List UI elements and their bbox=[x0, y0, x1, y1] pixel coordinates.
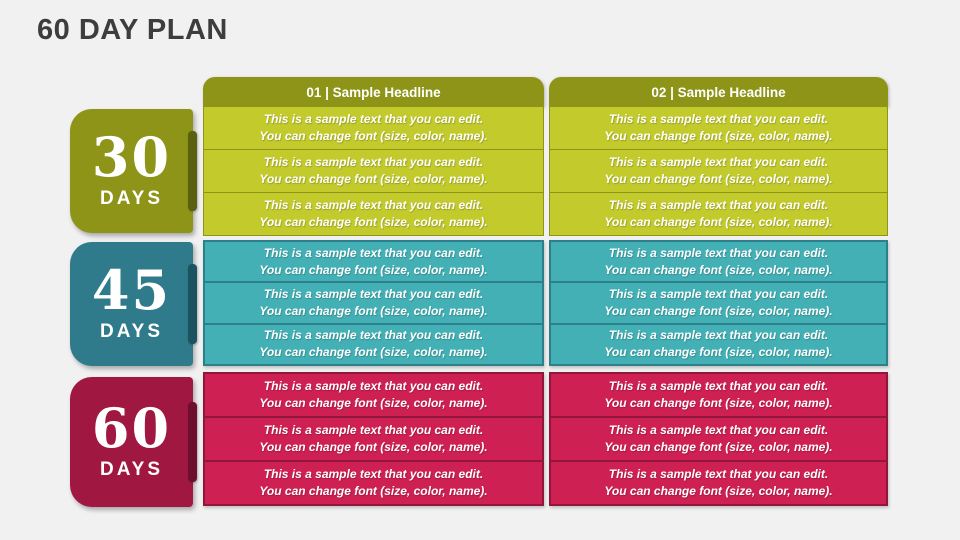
rows-block-45-col2: This is a sample text that you can edit.… bbox=[549, 240, 888, 366]
rows-block-60-col2: This is a sample text that you can edit.… bbox=[549, 372, 888, 506]
table-cell[interactable]: This is a sample text that you can edit.… bbox=[204, 192, 543, 235]
tab-number: 60 bbox=[91, 395, 172, 460]
tab-number: 45 bbox=[91, 257, 172, 322]
cell-line: This is a sample text that you can edit. bbox=[608, 467, 829, 481]
tab-number: 30 bbox=[91, 124, 172, 189]
cell-line: You can change font (size, color, name). bbox=[259, 396, 488, 410]
tab-unit-label: DAYS bbox=[99, 459, 164, 481]
cell-line: You can change font (size, color, name). bbox=[259, 303, 488, 318]
table-cell[interactable]: This is a sample text that you can edit.… bbox=[205, 281, 542, 322]
cell-line: You can change font (size, color, name). bbox=[604, 345, 833, 360]
column-header-01[interactable]: 01 | Sample Headline bbox=[203, 77, 544, 107]
tab-spine-bar bbox=[188, 131, 197, 211]
tab-unit-label: DAYS bbox=[99, 188, 164, 210]
cell-line: This is a sample text that you can edit. bbox=[608, 198, 829, 212]
cell-line: This is a sample text that you can edit. bbox=[263, 245, 484, 260]
table-cell[interactable]: This is a sample text that you can edit.… bbox=[205, 242, 542, 281]
cell-line: You can change font (size, color, name). bbox=[259, 172, 488, 186]
cell-line: You can change font (size, color, name). bbox=[604, 262, 833, 277]
table-cell[interactable]: This is a sample text that you can edit.… bbox=[205, 416, 542, 460]
cell-line: This is a sample text that you can edit. bbox=[263, 198, 484, 212]
cell-line: This is a sample text that you can edit. bbox=[608, 155, 829, 169]
table-cell[interactable]: This is a sample text that you can edit.… bbox=[550, 149, 887, 192]
cell-line: This is a sample text that you can edit. bbox=[263, 112, 484, 126]
cell-line: You can change font (size, color, name). bbox=[259, 215, 488, 229]
cell-line: You can change font (size, color, name). bbox=[259, 129, 488, 143]
cell-line: You can change font (size, color, name). bbox=[259, 440, 488, 454]
cell-line: You can change font (size, color, name). bbox=[604, 215, 833, 229]
cell-line: You can change font (size, color, name). bbox=[604, 172, 833, 186]
rows-block-60-col1: This is a sample text that you can edit.… bbox=[203, 372, 544, 506]
cell-line: This is a sample text that you can edit. bbox=[263, 423, 484, 437]
cell-line: You can change font (size, color, name). bbox=[604, 484, 833, 498]
page-title[interactable]: 60 DAY PLAN bbox=[37, 14, 228, 46]
cell-line: This is a sample text that you can edit. bbox=[608, 423, 829, 437]
rows-block-45-col1: This is a sample text that you can edit.… bbox=[203, 240, 544, 366]
table-cell[interactable]: This is a sample text that you can edit.… bbox=[204, 107, 543, 149]
cell-line: This is a sample text that you can edit. bbox=[608, 286, 829, 301]
table-cell[interactable]: This is a sample text that you can edit.… bbox=[204, 149, 543, 192]
cell-line: This is a sample text that you can edit. bbox=[263, 155, 484, 169]
tab-30-days[interactable]: 30 DAYS bbox=[70, 109, 197, 233]
tab-60-days[interactable]: 60 DAYS bbox=[70, 377, 197, 507]
tab-spine-bar bbox=[188, 402, 197, 482]
rows-block-30-col2: This is a sample text that you can edit.… bbox=[549, 107, 888, 236]
table-cell[interactable]: This is a sample text that you can edit.… bbox=[205, 322, 542, 364]
table-cell[interactable]: This is a sample text that you can edit.… bbox=[550, 107, 887, 149]
cell-line: This is a sample text that you can edit. bbox=[608, 245, 829, 260]
tab-45-days[interactable]: 45 DAYS bbox=[70, 242, 197, 366]
table-cell[interactable]: This is a sample text that you can edit.… bbox=[551, 322, 886, 364]
cell-line: This is a sample text that you can edit. bbox=[263, 379, 484, 393]
table-cell[interactable]: This is a sample text that you can edit.… bbox=[551, 281, 886, 322]
column-header-02[interactable]: 02 | Sample Headline bbox=[549, 77, 888, 107]
table-cell[interactable]: This is a sample text that you can edit.… bbox=[550, 192, 887, 235]
cell-line: This is a sample text that you can edit. bbox=[608, 328, 829, 343]
cell-line: This is a sample text that you can edit. bbox=[263, 467, 484, 481]
cell-line: You can change font (size, color, name). bbox=[259, 345, 488, 360]
table-cell[interactable]: This is a sample text that you can edit.… bbox=[205, 460, 542, 504]
tab-unit-label: DAYS bbox=[99, 321, 164, 343]
table-cell[interactable]: This is a sample text that you can edit.… bbox=[205, 374, 542, 416]
cell-line: You can change font (size, color, name). bbox=[604, 129, 833, 143]
cell-line: This is a sample text that you can edit. bbox=[608, 379, 829, 393]
cell-line: You can change font (size, color, name). bbox=[604, 440, 833, 454]
table-cell[interactable]: This is a sample text that you can edit.… bbox=[551, 416, 886, 460]
table-cell[interactable]: This is a sample text that you can edit.… bbox=[551, 460, 886, 504]
cell-line: You can change font (size, color, name). bbox=[604, 396, 833, 410]
table-cell[interactable]: This is a sample text that you can edit.… bbox=[551, 242, 886, 281]
cell-line: This is a sample text that you can edit. bbox=[263, 328, 484, 343]
cell-line: This is a sample text that you can edit. bbox=[608, 112, 829, 126]
table-cell[interactable]: This is a sample text that you can edit.… bbox=[551, 374, 886, 416]
tab-spine-bar bbox=[188, 264, 197, 344]
rows-block-30-col1: This is a sample text that you can edit.… bbox=[203, 107, 544, 236]
cell-line: You can change font (size, color, name). bbox=[259, 262, 488, 277]
cell-line: You can change font (size, color, name). bbox=[604, 303, 833, 318]
cell-line: This is a sample text that you can edit. bbox=[263, 286, 484, 301]
cell-line: You can change font (size, color, name). bbox=[259, 484, 488, 498]
